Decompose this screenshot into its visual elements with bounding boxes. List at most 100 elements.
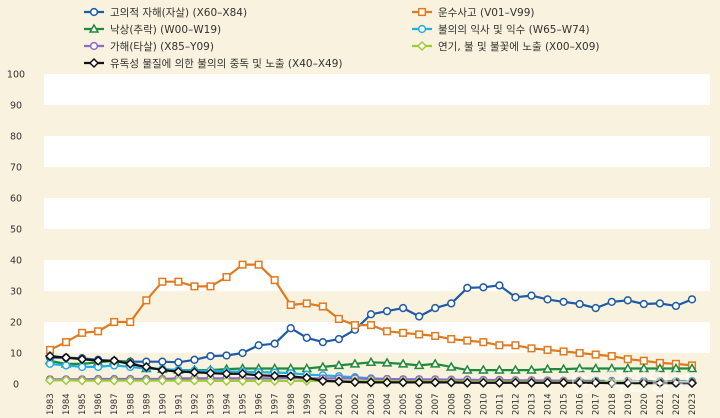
data-point <box>591 303 600 313</box>
legend-marker <box>89 41 99 51</box>
data-point <box>237 375 248 386</box>
legend-label: 낙상(추락) (W00–W19) <box>110 24 221 36</box>
data-point <box>543 345 552 354</box>
x-tick-label: 2014 <box>544 393 554 415</box>
x-tick-label: 2020 <box>640 393 650 415</box>
x-tick-label: 2001 <box>335 393 345 415</box>
data-point <box>126 317 135 327</box>
data-point <box>349 377 361 388</box>
legend-entry: 운수사고 (V01–V99) <box>412 7 535 19</box>
data-point <box>607 352 616 361</box>
data-point <box>269 370 280 382</box>
data-point <box>494 364 505 374</box>
data-point <box>109 375 120 386</box>
data-point <box>189 367 200 378</box>
data-point <box>479 338 488 347</box>
data-point <box>173 366 184 377</box>
data-point <box>318 302 327 311</box>
data-point <box>44 351 56 362</box>
data-point <box>686 362 698 373</box>
data-point <box>317 375 328 386</box>
data-point <box>607 297 616 307</box>
data-point <box>510 364 521 374</box>
data-point <box>44 375 56 386</box>
data-point <box>270 276 279 285</box>
data-point <box>221 375 232 386</box>
data-point <box>574 362 585 373</box>
legend-label: 고의적 자해(자살) (X60–X84) <box>110 6 247 19</box>
x-tick-label: 2022 <box>672 393 682 415</box>
data-point <box>366 310 376 319</box>
data-point <box>445 361 457 371</box>
data-point <box>495 341 504 350</box>
data-point <box>381 377 393 388</box>
legend: 고의적 자해(자살) (X60–X84) 운수사고 (V01–V99) 낙상(추락)… <box>84 6 600 70</box>
legend-marker <box>89 7 99 17</box>
x-tick-label: 1996 <box>255 393 265 415</box>
data-point <box>93 355 104 366</box>
data-point <box>93 375 104 386</box>
data-point <box>495 281 504 290</box>
data-point <box>301 372 312 383</box>
data-point <box>527 291 536 300</box>
x-tick-label: 2016 <box>576 393 586 415</box>
data-point <box>110 317 119 327</box>
x-tick-label: 1998 <box>287 393 297 415</box>
data-point <box>478 377 489 388</box>
x-tick-label: 1988 <box>126 393 136 415</box>
data-point <box>590 362 601 373</box>
data-point <box>189 375 200 386</box>
data-point <box>687 295 697 304</box>
y-tick-label: 70 <box>10 163 22 174</box>
x-tick-label: 2013 <box>528 393 538 415</box>
legend-marker <box>417 24 427 34</box>
data-point <box>238 260 247 269</box>
data-point <box>526 377 537 388</box>
data-point <box>431 303 440 313</box>
x-tick-label: 2007 <box>431 393 441 415</box>
data-point <box>142 296 151 305</box>
data-point <box>398 303 408 313</box>
x-tick-label: 2006 <box>415 393 425 415</box>
y-tick-label: 40 <box>10 256 22 267</box>
data-point <box>511 341 520 350</box>
data-point <box>622 378 633 389</box>
x-tick-label: 2003 <box>367 393 377 415</box>
legend-entry: 낙상(추락) (W00–W19) <box>84 23 221 36</box>
data-point <box>447 299 456 308</box>
data-point <box>590 377 601 388</box>
grid-band <box>44 136 710 167</box>
data-point <box>462 377 473 388</box>
data-point <box>94 327 103 336</box>
data-point <box>286 324 295 333</box>
data-point <box>526 364 537 374</box>
x-tick-label: 2021 <box>656 393 666 415</box>
y-axis: 0 10 20 30 40 50 60 70 80 90 100 <box>7 70 25 391</box>
x-tick-label: 1990 <box>158 393 168 415</box>
data-point <box>398 377 409 388</box>
x-tick-label: 2010 <box>479 393 489 415</box>
x-tick-label: 2015 <box>560 393 570 415</box>
data-point <box>333 359 345 370</box>
data-point <box>350 321 359 330</box>
x-tick-label: 2017 <box>592 393 602 415</box>
y-tick-label: 100 <box>7 70 25 81</box>
x-tick-label: 1992 <box>190 393 200 415</box>
x-tick-label: 1999 <box>303 393 313 415</box>
data-point <box>463 336 472 345</box>
data-point <box>413 359 425 370</box>
data-point <box>623 355 632 364</box>
data-point <box>190 355 199 364</box>
data-point <box>333 376 344 387</box>
data-point <box>349 358 361 368</box>
data-point <box>494 377 505 388</box>
data-point <box>173 375 184 386</box>
y-tick-label: 0 <box>13 380 19 391</box>
y-tick-label: 80 <box>10 132 22 143</box>
grid-band <box>44 198 710 229</box>
x-tick-label: 1987 <box>110 393 120 415</box>
data-point <box>383 327 392 336</box>
legend-entry: 불의의 익사 및 익수 (W65–W74) <box>412 24 590 36</box>
